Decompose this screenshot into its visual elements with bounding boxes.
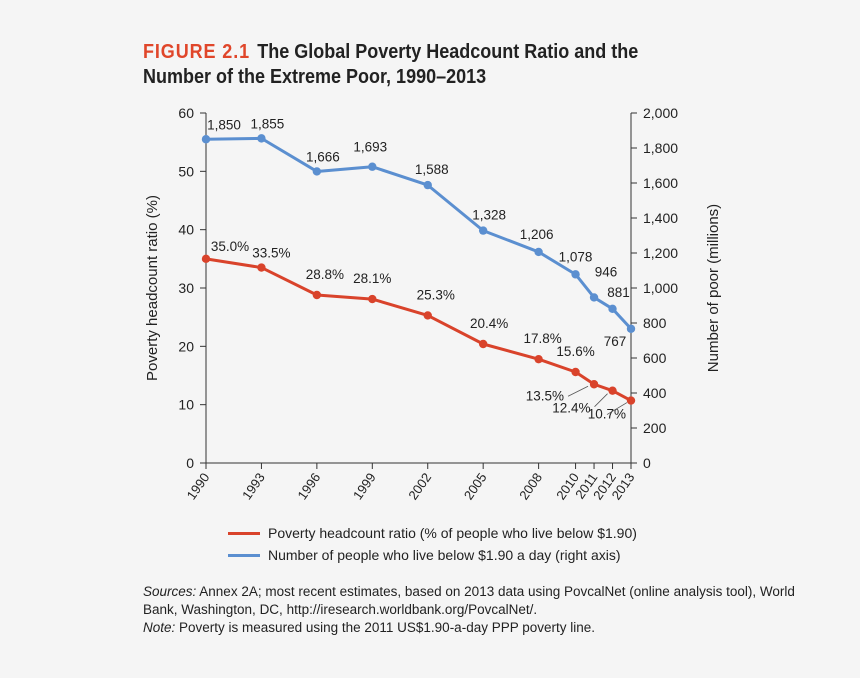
poor-series-point xyxy=(368,162,377,171)
poor-series-point xyxy=(626,324,636,333)
poor-series-data-label: 1,588 xyxy=(415,162,449,177)
poor-series-data-label: 1,693 xyxy=(353,140,387,155)
legend-label-headcount: Poverty headcount ratio (% of people who… xyxy=(268,525,637,541)
poor-series-data-label: 946 xyxy=(595,264,618,279)
headcount-series-point xyxy=(368,294,377,304)
x-axis-tick-label: 1993 xyxy=(239,470,268,502)
left-axis-tick-label: 40 xyxy=(178,222,194,238)
poor-series-point xyxy=(589,293,599,302)
headcount-series-point xyxy=(257,263,266,272)
poor-series-data-label: 767 xyxy=(604,334,627,349)
right-axis-tick-label: 2,000 xyxy=(643,105,678,121)
headcount-series-point xyxy=(608,386,617,395)
headcount-series-point xyxy=(423,311,432,320)
poor-series-data-label: 881 xyxy=(607,285,630,300)
poor-series-point xyxy=(201,135,211,144)
left-axis-tick-label: 30 xyxy=(178,280,194,296)
legend-swatch-poor xyxy=(228,553,260,557)
line-chart: 010203040506002004006008001,0001,2001,40… xyxy=(144,105,722,502)
right-axis-tick-label: 800 xyxy=(643,315,667,331)
legend-swatch-headcount xyxy=(228,531,260,535)
poor-series-point xyxy=(312,167,322,176)
legend: Poverty headcount ratio (% of people who… xyxy=(228,522,637,566)
headcount-series-data-label: 33.5% xyxy=(252,246,290,261)
figure-title-text: The Global Poverty Headcount Ratio and t… xyxy=(143,41,639,88)
left-axis-tick-label: 10 xyxy=(178,397,194,413)
right-axis-tick-label: 200 xyxy=(643,420,667,436)
right-axis-tick-label: 1,000 xyxy=(643,280,678,296)
poor-series-data-label: 1,328 xyxy=(472,208,506,223)
headcount-series-data-label: 12.4% xyxy=(552,401,590,416)
left-axis-tick-label: 0 xyxy=(186,455,194,471)
headcount-series-point xyxy=(589,380,599,389)
poor-series-point xyxy=(257,134,266,143)
left-axis-tick-label: 20 xyxy=(178,338,194,354)
note-text: Poverty is measured using the 2011 US$1.… xyxy=(175,620,596,635)
legend-item-headcount: Poverty headcount ratio (% of people who… xyxy=(228,522,637,544)
right-axis-title: Number of poor (millions) xyxy=(705,204,722,372)
headcount-series-data-label: 28.8% xyxy=(306,267,344,282)
right-axis-tick-label: 1,200 xyxy=(643,245,678,261)
headcount-series-point xyxy=(534,354,543,364)
note-label: Note: xyxy=(143,620,176,635)
poor-series-point xyxy=(423,180,432,190)
headcount-leader-line xyxy=(606,402,628,415)
headcount-series-point xyxy=(201,254,211,264)
x-axis-tick-label: 1990 xyxy=(184,470,213,502)
headcount-series-data-label: 17.8% xyxy=(523,331,561,346)
headcount-series-point xyxy=(312,290,322,300)
poor-series-data-label: 1,850 xyxy=(207,117,241,132)
headcount-series-point xyxy=(626,396,636,405)
poor-series-point xyxy=(478,226,488,235)
poor-series-point xyxy=(608,304,617,314)
poor-series-data-label: 1,206 xyxy=(520,227,554,242)
headcount-series-data-label: 25.3% xyxy=(417,287,455,302)
figure-title: FIGURE 2.1 The Global Poverty Headcount R… xyxy=(143,40,683,90)
right-axis-tick-label: 600 xyxy=(643,350,667,366)
left-axis-tick-label: 50 xyxy=(178,163,194,179)
sources-label: Sources: xyxy=(143,584,197,599)
poor-series-point xyxy=(534,247,543,257)
sources-note: Sources: Annex 2A; most recent estimates… xyxy=(143,583,833,637)
headcount-series-line xyxy=(205,257,632,402)
sources-text: Annex 2A; most recent estimates, based o… xyxy=(143,584,795,617)
poor-series-point xyxy=(571,270,580,279)
headcount-leader-line xyxy=(594,393,608,407)
left-axis-title: Poverty headcount ratio (%) xyxy=(144,195,161,381)
note-line: Note: Poverty is measured using the 2011… xyxy=(143,619,833,637)
poor-series-data-label: 1,666 xyxy=(306,149,340,164)
figure-label: FIGURE 2.1 xyxy=(143,41,251,63)
x-axis-tick-label: 2002 xyxy=(405,470,434,502)
x-axis-tick-label: 1996 xyxy=(294,470,323,502)
left-axis-tick-label: 60 xyxy=(178,105,194,121)
headcount-series-data-label: 20.4% xyxy=(470,316,508,331)
x-axis-tick-label: 1999 xyxy=(350,470,379,502)
poor-series-data-label: 1,855 xyxy=(251,116,285,131)
x-axis-tick-label: 2008 xyxy=(516,470,545,502)
headcount-series-data-label: 15.6% xyxy=(556,344,594,359)
headcount-leader-line xyxy=(567,385,589,397)
headcount-series-point xyxy=(571,367,580,377)
legend-item-poor: Number of people who live below $1.90 a … xyxy=(228,544,637,566)
right-axis-tick-label: 1,600 xyxy=(643,175,678,191)
headcount-series-data-label: 10.7% xyxy=(588,407,626,422)
headcount-series-data-label: 28.1% xyxy=(353,271,391,286)
legend-label-poor: Number of people who live below $1.90 a … xyxy=(268,547,621,563)
right-axis-tick-label: 1,400 xyxy=(643,210,678,226)
right-axis-tick-label: 0 xyxy=(643,455,651,471)
x-axis-tick-label: 2005 xyxy=(461,470,490,502)
headcount-series-point xyxy=(478,339,488,349)
right-axis-tick-label: 400 xyxy=(643,385,667,401)
headcount-series-data-label: 13.5% xyxy=(526,388,564,403)
right-axis-tick-label: 1,800 xyxy=(643,140,678,156)
headcount-series-data-label: 35.0% xyxy=(211,239,249,254)
poor-series-data-label: 1,078 xyxy=(559,249,593,264)
sources-line: Sources: Annex 2A; most recent estimates… xyxy=(143,583,833,619)
